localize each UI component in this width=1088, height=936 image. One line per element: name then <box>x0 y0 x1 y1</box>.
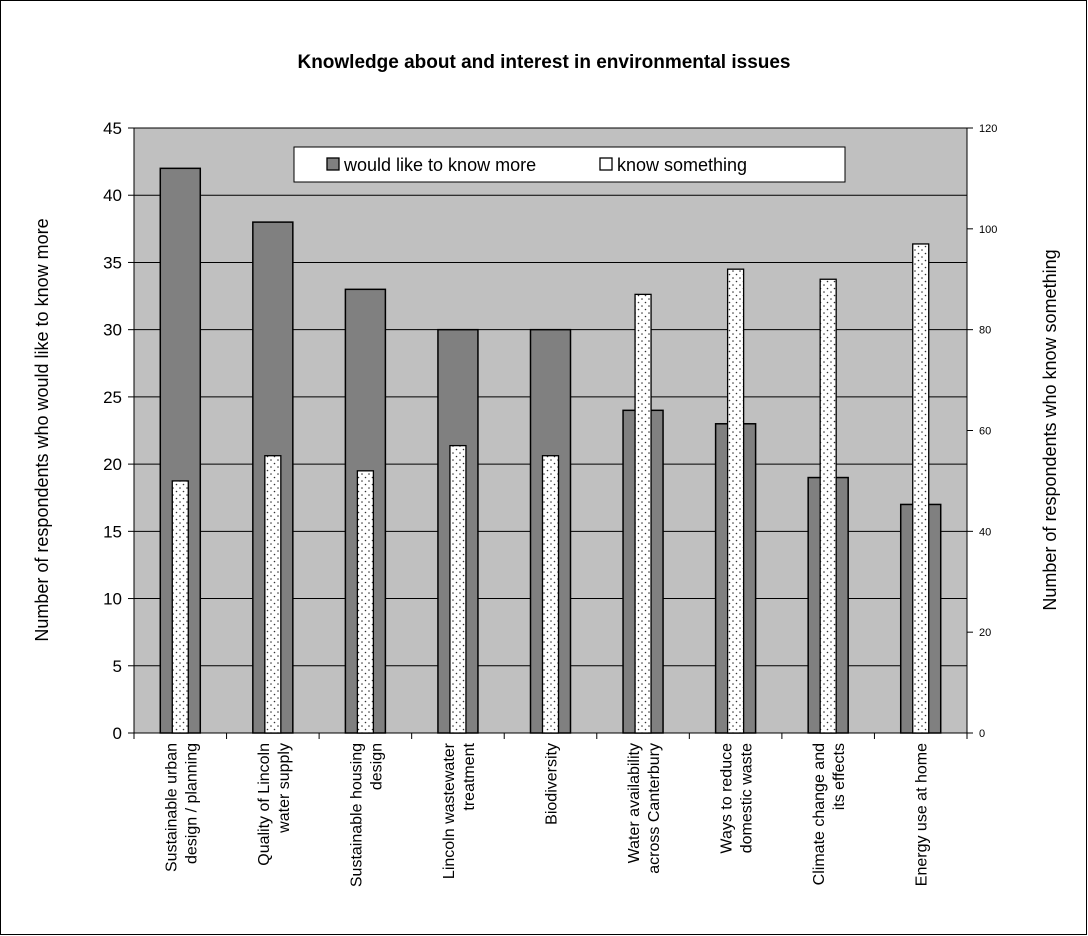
x-category-label: Quality of Lincoln water supply <box>256 743 293 866</box>
x-category-label: Ways to reduce domestic waste <box>719 743 756 854</box>
bar-know-something <box>541 455 560 734</box>
legend-swatch-know-something <box>599 157 613 171</box>
x-category-label-line: Sustainable housing <box>348 743 365 887</box>
x-category-label: Biodiversity <box>544 743 561 825</box>
bar-know-something <box>634 293 652 734</box>
y-left-tick-label: 30 <box>103 321 122 340</box>
chart-title: Knowledge about and interest in environm… <box>297 52 790 73</box>
y-left-tick-label: 35 <box>103 253 122 272</box>
x-category-label: Lincoln wastewater treatment <box>441 742 478 879</box>
x-category-label-line: design <box>368 743 385 790</box>
y-left-tick-label: 40 <box>103 186 122 205</box>
y-left-tick-label: 15 <box>103 522 122 541</box>
x-category-label-line: treatment <box>461 742 478 810</box>
y-left-tick-label: 10 <box>103 590 122 609</box>
y-right-tick-label: 0 <box>979 728 985 740</box>
x-category-label-line: Sustainable urban <box>163 743 180 872</box>
x-category-label-line: design / planning <box>183 743 200 864</box>
y-right-tick-label: 100 <box>979 224 997 236</box>
y-left-tick-label: 20 <box>103 455 122 474</box>
x-category-label-line: across Canterbury <box>646 743 663 874</box>
bar-know-something <box>819 278 837 734</box>
legend-label-know-something: know something <box>617 155 747 175</box>
x-category-label: Energy use at home <box>914 743 931 886</box>
x-category-label-line: Climate change and <box>811 743 828 885</box>
y-left-tick-label: 0 <box>113 724 122 743</box>
y-right-tick-label: 120 <box>979 123 997 135</box>
x-category-label-line: Biodiversity <box>544 743 561 825</box>
legend-box <box>293 146 846 183</box>
bar-know-something <box>171 480 189 734</box>
x-category-label-line: Lincoln wastewater <box>441 742 458 879</box>
x-category-label: Water availability across Canterbury <box>626 743 663 874</box>
y-right-tick-label: 60 <box>979 426 991 438</box>
y-left-tick-label: 5 <box>113 657 122 676</box>
y-left-tick-label: 45 <box>103 119 122 138</box>
bar-know-something <box>264 455 282 734</box>
bar-know-something <box>449 444 467 734</box>
bar-know-something <box>912 243 930 734</box>
x-category-label-line: Water availability <box>626 743 643 863</box>
x-category-label: Climate change and its effects <box>811 743 848 885</box>
bar-know-something <box>726 268 745 734</box>
legend-swatch-would-like-to-know-more <box>326 157 340 171</box>
y-right-tick-label: 20 <box>979 627 991 639</box>
bar-know-something <box>356 470 375 734</box>
y-left-tick-label: 25 <box>103 388 122 407</box>
x-category-label-line: its effects <box>831 743 848 810</box>
y-axis-right-title: Number of respondents who know something <box>1040 249 1060 610</box>
legend: would like to know more know something <box>293 146 846 183</box>
x-category-label-line: water supply <box>276 743 293 834</box>
y-right-tick-label: 40 <box>979 526 991 538</box>
y-right-tick-label: 80 <box>979 325 991 337</box>
x-category-label-line: Quality of Lincoln <box>256 743 273 866</box>
legend-label-would-like-to-know-more: would like to know more <box>343 155 536 175</box>
x-category-label-line: domestic waste <box>739 743 756 853</box>
x-category-label: Sustainable housing design <box>348 743 385 887</box>
y-axis-left-title: Number of respondents who would like to … <box>32 218 52 641</box>
x-category-label: Sustainable urban design / planning <box>163 743 200 872</box>
x-category-label-line: Energy use at home <box>914 743 931 886</box>
x-category-label-line: Ways to reduce <box>719 743 736 854</box>
